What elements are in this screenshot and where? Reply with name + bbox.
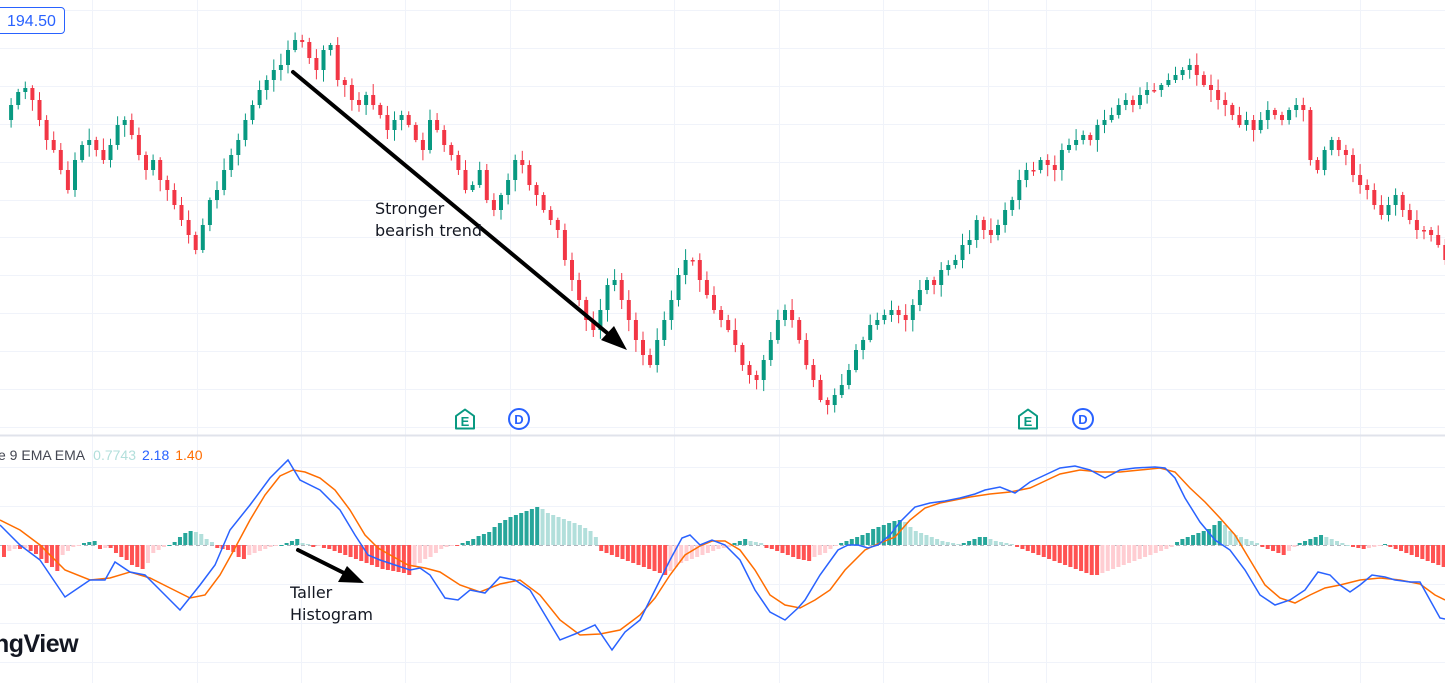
dividend-marker-icon[interactable]: D <box>508 408 530 430</box>
annotation-line: Taller <box>290 583 333 602</box>
macd-histogram <box>2 507 1445 575</box>
annotation-line: Stronger <box>375 199 445 218</box>
annotation-line: Histogram <box>290 605 373 624</box>
signal-line <box>0 467 1445 636</box>
macd-line <box>0 458 1445 652</box>
earnings-marker-icon[interactable]: E <box>1017 408 1039 430</box>
annotation-bearish-trend[interactable]: Stronger bearish trend <box>375 198 482 242</box>
indicator-name: e 9 EMA EMA <box>0 447 86 463</box>
histogram-value: 0.7743 <box>93 447 136 463</box>
annotation-taller-histogram[interactable]: Taller Histogram <box>290 582 373 625</box>
histogram-arrow <box>296 548 364 583</box>
annotation-line: bearish trend <box>375 221 483 240</box>
dividend-marker-icon[interactable]: D <box>1072 408 1094 430</box>
bearish-trend-arrow <box>291 70 627 350</box>
macd-value: 2.18 <box>141 447 170 463</box>
price-candles <box>9 32 1445 415</box>
indicator-legend[interactable]: e 9 EMA EMA 0.7743 2.18 1.40 <box>0 447 202 463</box>
price-label-badge[interactable]: 194.50 <box>0 7 65 34</box>
earnings-marker-icon[interactable]: E <box>454 408 476 430</box>
tradingview-watermark[interactable]: ngView <box>0 630 79 658</box>
signal-value: 1.40 <box>175 447 203 463</box>
